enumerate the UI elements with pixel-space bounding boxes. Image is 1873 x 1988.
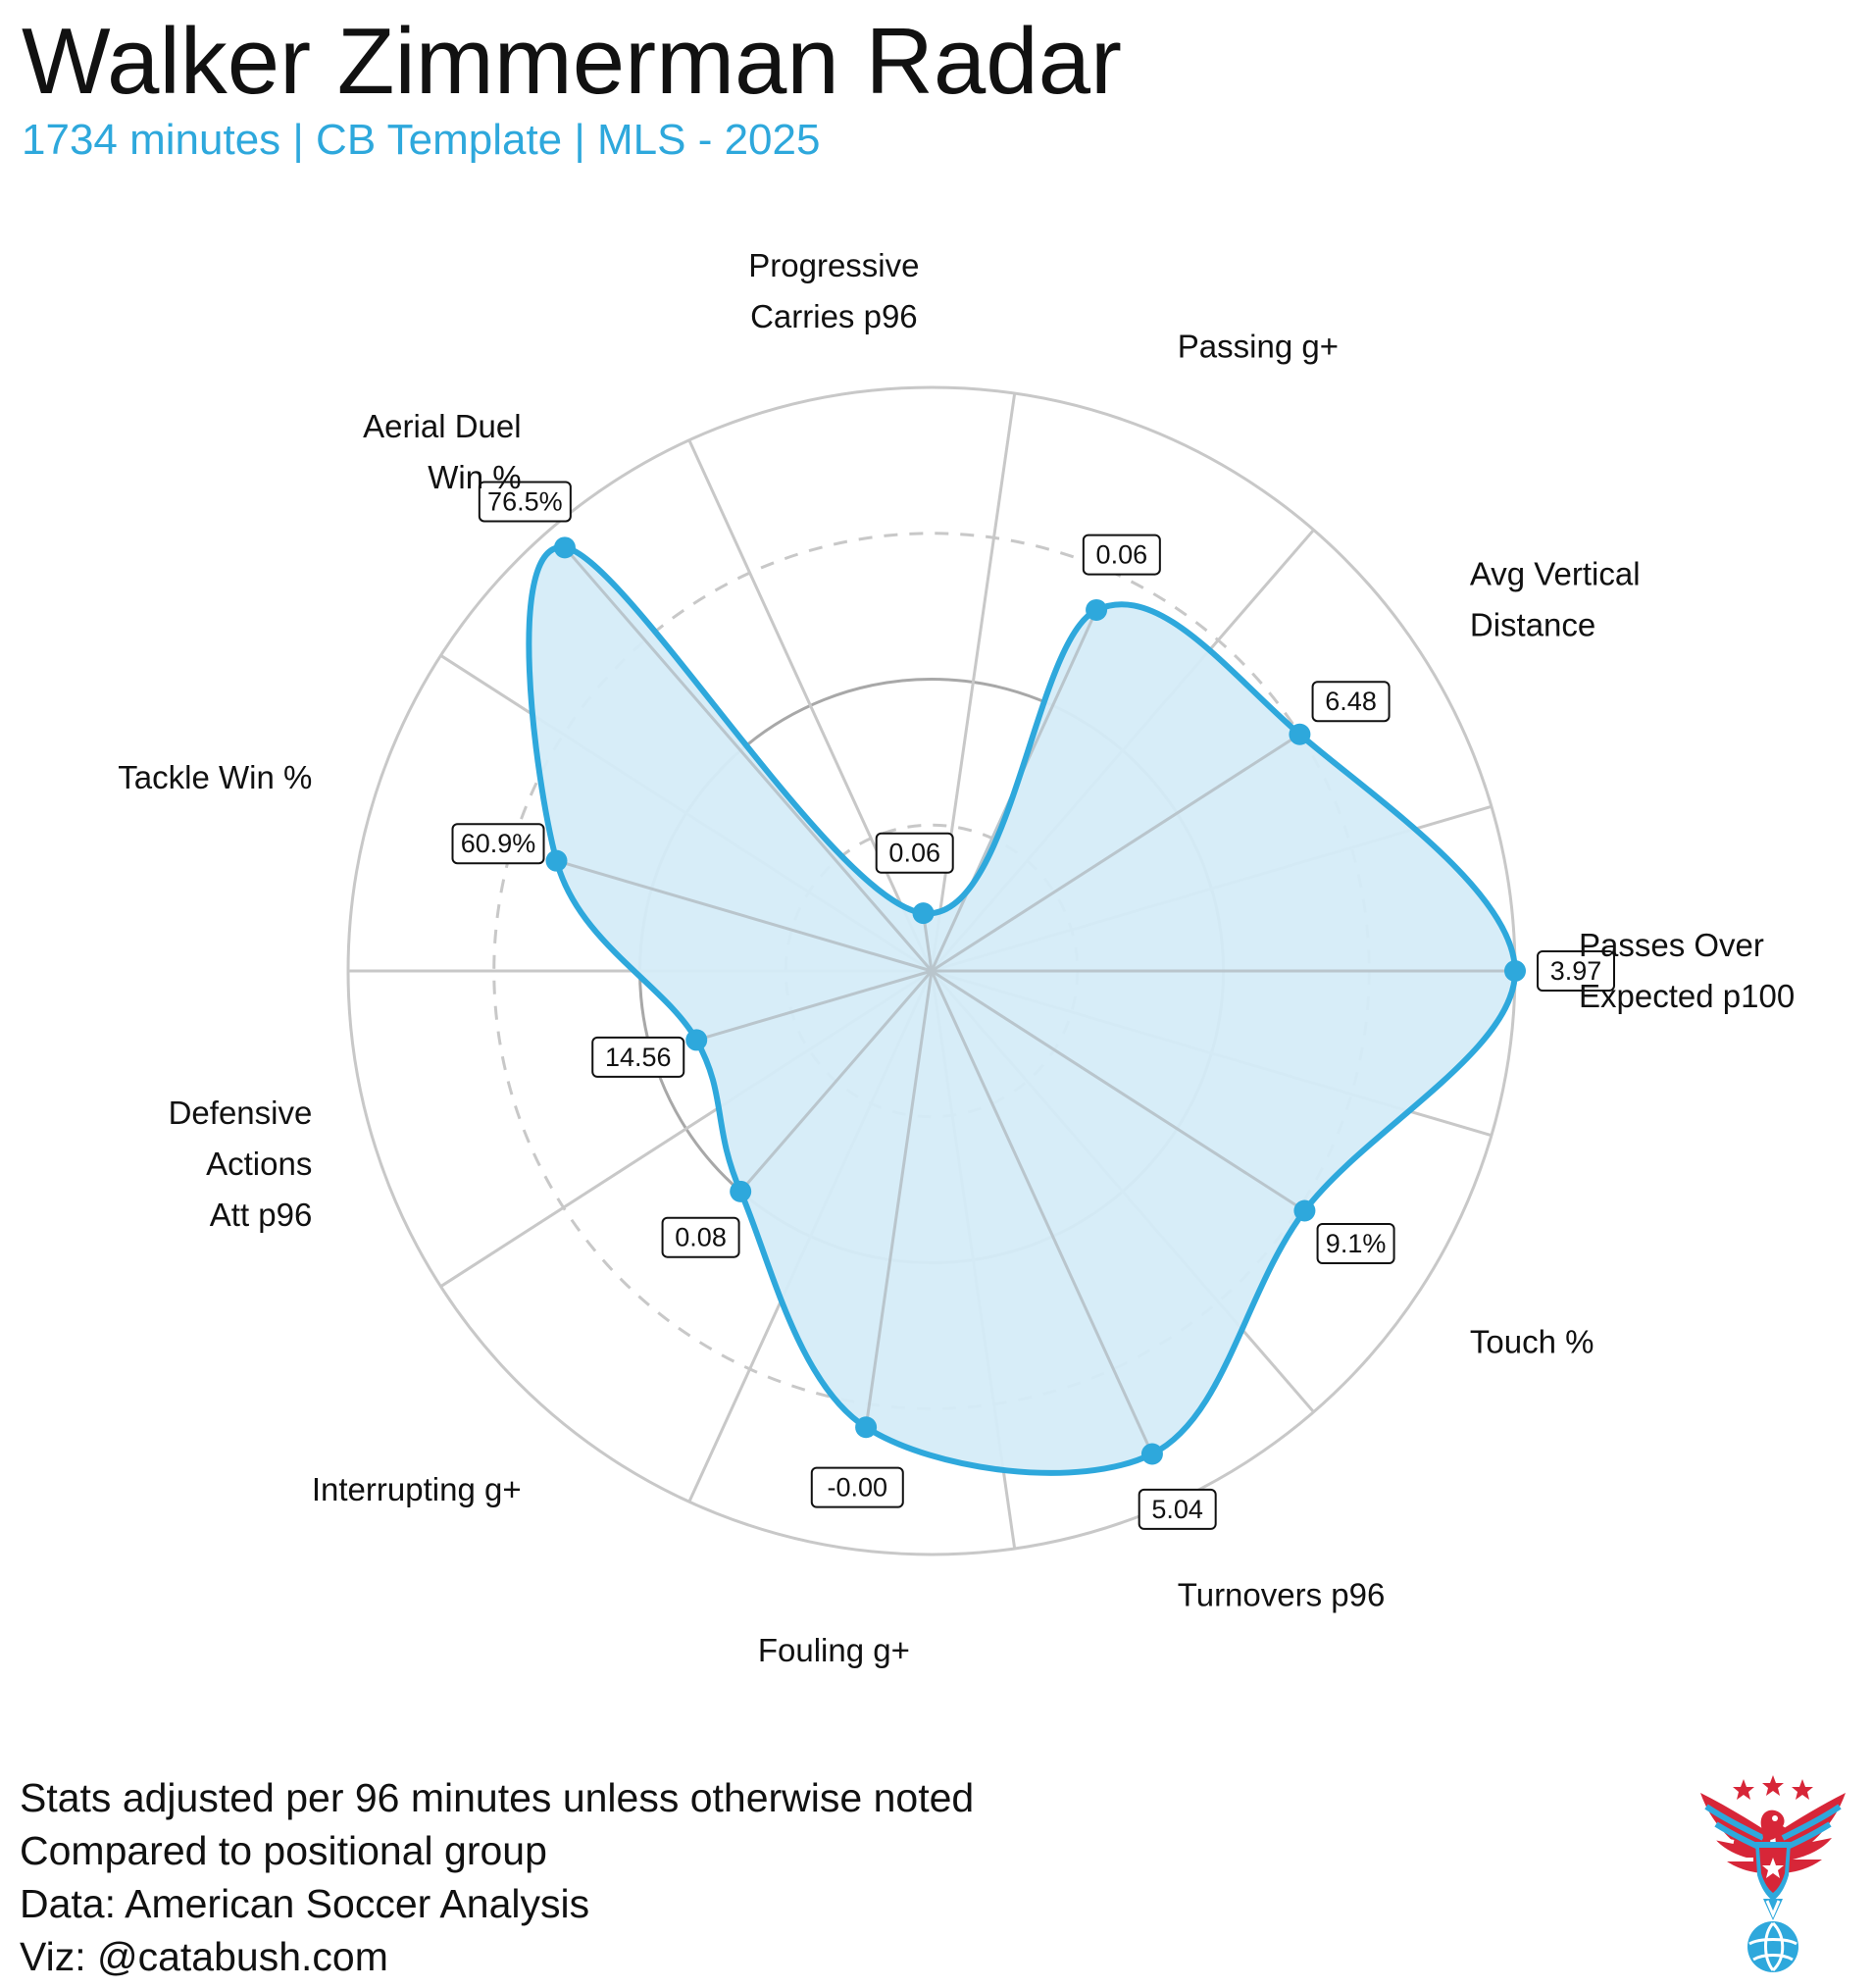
value-label: 3.97 <box>1537 950 1615 992</box>
value-label-text: 0.06 <box>1096 540 1148 570</box>
axis-label: Avg Vertical Distance <box>1470 556 1641 643</box>
value-label-text: 6.48 <box>1325 687 1377 716</box>
chart-subtitle: 1734 minutes | CB Template | MLS - 2025 <box>22 116 821 164</box>
axis-label-line: Touch % <box>1470 1323 1595 1359</box>
value-label: 60.9% <box>451 823 545 865</box>
value-label-text: -0.00 <box>828 1473 888 1503</box>
radar-point <box>1289 723 1311 745</box>
value-label-box <box>661 1216 740 1258</box>
radar-point <box>1293 1199 1316 1222</box>
radar-area <box>529 547 1516 1473</box>
axis-label-line: Att p96 <box>210 1197 313 1233</box>
footer-line: Data: American Soccer Analysis <box>20 1881 590 1926</box>
value-label: 6.48 <box>1311 681 1391 723</box>
radar-point <box>1086 598 1108 621</box>
value-label-text: 5.04 <box>1151 1495 1203 1524</box>
radar-point <box>545 849 568 872</box>
axis-label-line: Avg Vertical <box>1470 556 1641 592</box>
radar-data-spokes <box>556 546 1515 1455</box>
radar-point <box>685 1029 708 1051</box>
value-label-box <box>478 481 572 523</box>
value-label-box <box>1537 950 1615 992</box>
radar-spoke <box>930 392 1017 972</box>
eagle-soccer-logo-icon <box>1700 1775 1846 1972</box>
radar-data-spoke <box>864 970 934 1428</box>
axis-label-line: Passes Over <box>1579 927 1764 963</box>
axis-label-line: Expected p100 <box>1579 978 1795 1014</box>
axis-label: Tackle Win % <box>118 759 312 795</box>
value-label: 14.56 <box>591 1036 685 1078</box>
footer-notes: Stats adjusted per 96 minutes unless oth… <box>20 1771 974 1983</box>
axis-label-line: Actions <box>206 1146 312 1182</box>
axis-label-line: Fouling g+ <box>758 1632 910 1668</box>
axis-label-line: Tackle Win % <box>118 759 312 795</box>
value-label-text: 0.08 <box>675 1223 727 1252</box>
value-label-box <box>1311 681 1391 723</box>
value-label-box <box>1316 1222 1395 1264</box>
axis-label: Passing g+ <box>1178 328 1339 364</box>
value-label-box <box>875 832 954 874</box>
value-label: 5.04 <box>1138 1488 1217 1530</box>
value-label: 0.06 <box>875 832 954 874</box>
radar-point <box>912 902 935 925</box>
radar-point <box>730 1180 752 1202</box>
footer-line: Stats adjusted per 96 minutes unless oth… <box>20 1775 975 1820</box>
value-label: -0.00 <box>810 1466 904 1508</box>
axis-label: Touch % <box>1470 1323 1595 1359</box>
axis-label-line: Carries p96 <box>750 298 918 334</box>
axis-label-line: Passing g+ <box>1178 328 1339 364</box>
footer-line: Compared to positional group <box>20 1828 547 1873</box>
axis-label: Turnovers p96 <box>1178 1577 1386 1613</box>
radar-point <box>1140 1443 1163 1465</box>
radar-data-spoke <box>556 859 933 973</box>
radar-spoke <box>687 439 934 972</box>
value-label-box <box>451 823 545 865</box>
axis-label: Progressive Carries p96 <box>748 247 919 334</box>
chart-title: Walker Zimmerman Radar <box>22 9 1122 114</box>
value-label-text: 3.97 <box>1550 956 1602 986</box>
value-label-text: 14.56 <box>605 1043 672 1072</box>
axis-label-line: Win % <box>428 459 521 495</box>
radar-point <box>855 1416 878 1439</box>
value-label-box <box>1082 534 1161 576</box>
value-label-text: 9.1% <box>1326 1229 1387 1258</box>
radar-data-spoke <box>695 969 933 1042</box>
axis-label-line: Progressive <box>748 247 919 283</box>
radar-data-spoke <box>739 970 934 1193</box>
axis-label: Fouling g+ <box>758 1632 910 1668</box>
axis-label-line: Turnovers p96 <box>1178 1577 1386 1613</box>
radar-data-spoke <box>931 969 1306 1212</box>
axis-label: Defensive Actions Att p96 <box>169 1095 313 1233</box>
axis-label-line: Aerial Duel <box>363 408 521 444</box>
axis-label: Interrupting g+ <box>312 1471 522 1507</box>
radar-chart: 3.97 6.48 0.06 0.06 76.5% 60.9% 14.56 0.08 -0.00… <box>118 247 1795 1668</box>
radar-data-spoke <box>931 733 1301 973</box>
radar-point <box>1504 960 1526 982</box>
value-label: 0.06 <box>1082 534 1161 576</box>
axis-label-line: Defensive <box>169 1095 313 1131</box>
value-label: 76.5% <box>478 481 572 523</box>
value-label-text: 0.06 <box>888 839 940 868</box>
radar-data-spoke <box>930 970 1154 1455</box>
radar-point <box>553 536 576 559</box>
value-label: 0.08 <box>661 1216 740 1258</box>
value-label-box <box>1138 1488 1217 1530</box>
value-label-box <box>591 1036 685 1078</box>
radar-data-spoke <box>563 546 934 972</box>
value-label: 9.1% <box>1316 1222 1395 1264</box>
value-label-box <box>810 1466 904 1508</box>
axis-label-line: Distance <box>1470 607 1595 643</box>
value-label-text: 76.5% <box>487 486 563 516</box>
axis-label-line: Interrupting g+ <box>312 1471 522 1507</box>
axis-label: Passes Over Expected p100 <box>1579 927 1795 1014</box>
axis-label: Aerial Duel Win % <box>363 408 521 495</box>
footer-line: Viz: @catabush.com <box>20 1934 388 1979</box>
value-label-text: 60.9% <box>461 829 536 858</box>
